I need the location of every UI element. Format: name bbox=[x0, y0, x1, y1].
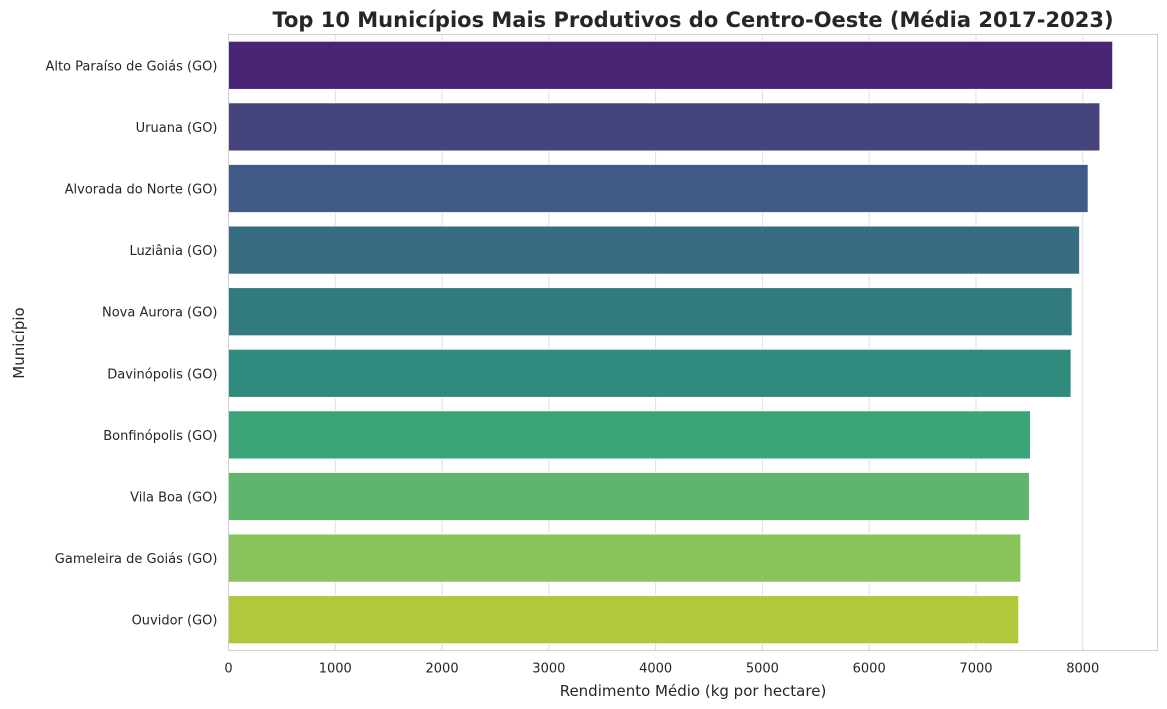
bar bbox=[228, 472, 1030, 521]
bar bbox=[228, 410, 1031, 460]
y-tick-label: Ouvidor (GO) bbox=[132, 614, 218, 629]
bar bbox=[228, 595, 1020, 645]
x-tick-label: 4000 bbox=[639, 662, 672, 677]
y-tick-label: Gameleira de Goiás (GO) bbox=[55, 552, 218, 567]
bar bbox=[228, 533, 1022, 583]
x-tick-label: 7000 bbox=[959, 662, 992, 677]
chart-title: Top 10 Municípios Mais Produtivos do Cen… bbox=[272, 8, 1113, 32]
y-tick-label: Vila Boa (GO) bbox=[130, 491, 217, 506]
plot-frame bbox=[228, 34, 1158, 651]
bar bbox=[228, 287, 1073, 337]
bar bbox=[228, 164, 1089, 213]
x-tick-label: 0 bbox=[224, 662, 232, 677]
y-tick-label: Alvorada do Norte (GO) bbox=[65, 183, 218, 198]
y-axis-label: Município bbox=[10, 307, 28, 378]
bar bbox=[228, 102, 1101, 152]
y-tick-label: Nova Aurora (GO) bbox=[102, 306, 218, 321]
y-tick-label: Bonfinópolis (GO) bbox=[103, 429, 217, 444]
x-tick-label: 2000 bbox=[426, 662, 459, 677]
y-tick-labels: Alto Paraíso de Goiás (GO) Uruana (GO) Alv… bbox=[45, 59, 217, 628]
y-tick-label: Luziânia (GO) bbox=[129, 244, 217, 259]
bar bbox=[228, 225, 1080, 275]
bar bbox=[228, 348, 1072, 398]
y-tick-label: Alto Paraíso de Goiás (GO) bbox=[45, 59, 217, 74]
y-tick-label: Uruana (GO) bbox=[136, 121, 218, 136]
x-tick-label: 8000 bbox=[1066, 662, 1099, 677]
bars-layer bbox=[228, 40, 1114, 645]
x-tick-label: 1000 bbox=[319, 662, 352, 677]
x-axis-label: Rendimento Médio (kg por hectare) bbox=[560, 682, 827, 700]
x-tick-labels: 0 1000 2000 3000 4000 5000 6000 7000 8000 bbox=[224, 662, 1099, 677]
y-tick-label: Davinópolis (GO) bbox=[107, 367, 217, 382]
x-tick-label: 6000 bbox=[853, 662, 886, 677]
bar bbox=[228, 40, 1114, 90]
x-tick-label: 5000 bbox=[746, 662, 779, 677]
x-tick-label: 3000 bbox=[532, 662, 565, 677]
